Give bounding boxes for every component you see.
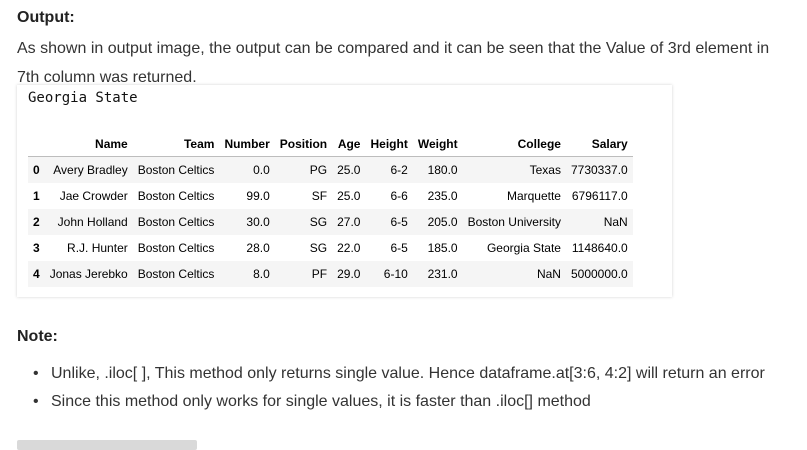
- note-text: Since this method only works for single …: [51, 393, 591, 410]
- table-cell: 0.0: [253, 163, 270, 177]
- bullet-icon: •: [33, 393, 39, 410]
- table-row: 3 R.J. Hunter Boston Celtics 28.0 SG 22.…: [28, 235, 633, 261]
- table-row: 1 Jae Crowder Boston Celtics 99.0 SF 25.…: [28, 183, 633, 209]
- table-cell: 22.0: [337, 241, 361, 255]
- code-output-text: Georgia State: [28, 90, 138, 106]
- table-cell: Boston Celtics: [137, 215, 215, 229]
- table-cell: Boston University: [467, 215, 561, 229]
- output-paragraph: As shown in output image, the output can…: [17, 40, 770, 86]
- table-cell: 6-5: [390, 241, 408, 255]
- table-cell: 205.0: [427, 215, 458, 229]
- table-cell: R.J. Hunter: [67, 241, 128, 255]
- table-header-cell: Name: [44, 131, 133, 157]
- table-cell: 6-10: [383, 267, 408, 281]
- table-index-cell: 1: [33, 189, 40, 203]
- table-cell: 231.0: [427, 267, 458, 281]
- table-cell: PF: [311, 267, 328, 281]
- table-header-cell: Position: [274, 131, 333, 157]
- table-header-cell: [28, 131, 45, 157]
- table-cell: 6796117.0: [571, 189, 628, 203]
- table-cell: 25.0: [337, 189, 361, 203]
- table-header-cell: College: [462, 131, 566, 157]
- table-cell: 5000000.0: [570, 267, 628, 281]
- table-cell: Jonas Jerebko: [49, 267, 128, 281]
- table-cell: 28.0: [246, 241, 270, 255]
- table-index-cell: 2: [33, 215, 40, 229]
- clipped-next-heading: [17, 436, 217, 450]
- table-index-cell: 4: [33, 267, 40, 281]
- table-cell: 99.0: [246, 189, 270, 203]
- table-cell: NaN: [603, 215, 628, 229]
- table-cell: Avery Bradley: [53, 163, 128, 177]
- dataframe-table: Name Team Number Position Age Height Wei…: [28, 131, 633, 287]
- table-cell: 30.0: [246, 215, 270, 229]
- table-cell: NaN: [536, 267, 561, 281]
- table-cell: SF: [311, 189, 328, 203]
- table-cell: Marquette: [506, 189, 561, 203]
- table-cell: 6-5: [390, 215, 408, 229]
- table-cell: SG: [309, 215, 328, 229]
- list-item: • Unlike, .iloc[ ], This method only ret…: [17, 360, 797, 388]
- table-cell: SG: [309, 241, 328, 255]
- table-cell: Boston Celtics: [137, 163, 215, 177]
- table-cell: 235.0: [427, 189, 458, 203]
- note-heading: Note:: [17, 328, 58, 345]
- table-header-row: Name Team Number Position Age Height Wei…: [28, 131, 633, 157]
- table-cell: 25.0: [337, 163, 361, 177]
- bullet-icon: •: [33, 365, 39, 382]
- table-cell: 29.0: [337, 267, 361, 281]
- table-cell: PG: [309, 163, 328, 177]
- table-cell: Jae Crowder: [59, 189, 128, 203]
- table-cell: 1148640.0: [571, 241, 628, 255]
- table-cell: Texas: [529, 163, 561, 177]
- table-cell: Boston Celtics: [137, 189, 215, 203]
- table-cell: 6-2: [390, 163, 408, 177]
- table-header-cell: Salary: [565, 131, 633, 157]
- table-cell: 185.0: [427, 241, 458, 255]
- table-row: 0 Avery Bradley Boston Celtics 0.0 PG 25…: [28, 156, 633, 183]
- table-cell: Boston Celtics: [137, 241, 215, 255]
- table-header-cell: Team: [132, 131, 220, 157]
- table-header-cell: Weight: [412, 131, 463, 157]
- list-item: • Since this method only works for singl…: [17, 388, 797, 416]
- table-cell: 27.0: [337, 215, 361, 229]
- table-cell: 180.0: [427, 163, 458, 177]
- table-row: 2 John Holland Boston Celtics 30.0 SG 27…: [28, 209, 633, 235]
- table-cell: 8.0: [253, 267, 270, 281]
- table-cell: John Holland: [57, 215, 128, 229]
- note-text: Unlike, .iloc[ ], This method only retur…: [51, 365, 765, 382]
- table-row: 4 Jonas Jerebko Boston Celtics 8.0 PF 29…: [28, 261, 633, 287]
- table-header-cell: Number: [219, 131, 275, 157]
- table-index-cell: 0: [33, 163, 40, 177]
- table-header-cell: Height: [365, 131, 413, 157]
- table-cell: Boston Celtics: [137, 267, 215, 281]
- table-cell: 7730337.0: [570, 163, 628, 177]
- code-output-box: Georgia State Name Team Number Position …: [17, 85, 672, 297]
- table-header-cell: Age: [332, 131, 366, 157]
- table-index-cell: 3: [33, 241, 40, 255]
- notes-list: • Unlike, .iloc[ ], This method only ret…: [17, 360, 797, 416]
- table-cell: 6-6: [390, 189, 408, 203]
- output-heading: Output:: [17, 9, 75, 26]
- table-cell: Georgia State: [486, 241, 561, 255]
